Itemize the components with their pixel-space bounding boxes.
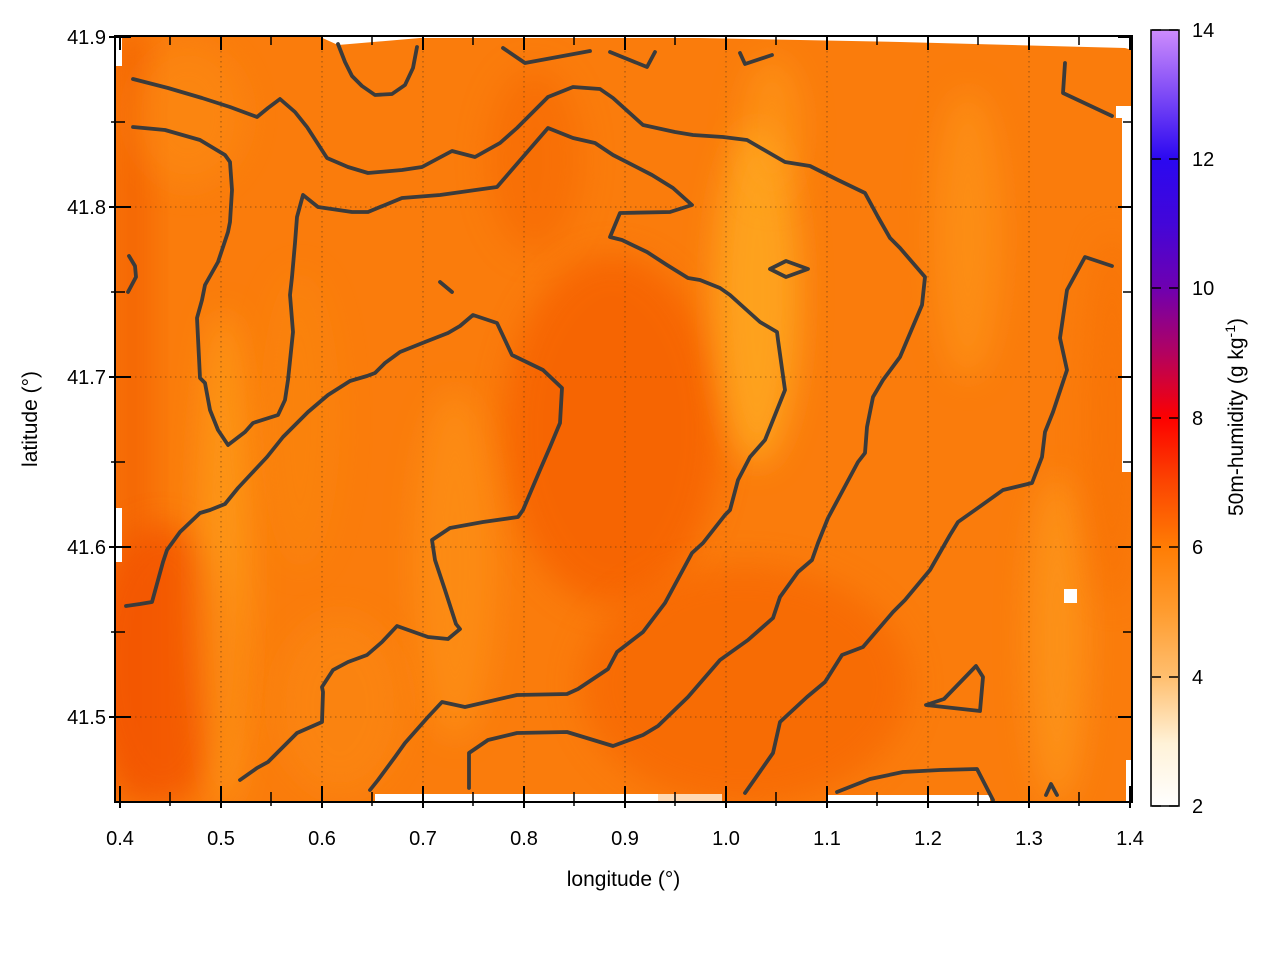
contour-line (835, 767, 995, 802)
field-shade-patch (504, 255, 720, 605)
contour-line (738, 51, 774, 66)
field-shade-patch (1086, 235, 1132, 605)
missing-data-gap (115, 508, 122, 562)
missing-data-gap (1126, 760, 1132, 802)
contour-lines (124, 42, 1114, 802)
x-axis-label: longitude (°) (566, 868, 681, 891)
field-shade-patch (1027, 475, 1087, 802)
contour-line (336, 42, 419, 97)
x-tick-label: 0.5 (207, 828, 235, 850)
x-tick-label: 0.6 (308, 828, 336, 850)
contour-line (438, 280, 454, 294)
x-tick-label: 0.9 (611, 828, 639, 850)
contour-line (743, 255, 1114, 795)
field-shade-patch (742, 56, 802, 200)
x-tick-label: 1.4 (1116, 828, 1144, 850)
x-tick-label: 1.2 (914, 828, 942, 850)
colorbar-label-main: 50m-humidity (g kg (1225, 337, 1248, 517)
field-shade-patch (413, 390, 497, 740)
contour-line (1061, 61, 1114, 118)
field-shade-patch (934, 90, 1002, 380)
contour-line (126, 254, 138, 294)
y-tick-label: 41.7 (67, 367, 106, 389)
contour-line (131, 77, 927, 790)
x-tick-label: 1.1 (813, 828, 841, 850)
colorbar-tick-label: 10 (1192, 278, 1214, 300)
contour-line (924, 664, 985, 713)
y-tick-label: 41.9 (67, 27, 106, 49)
missing-data-gap (1064, 589, 1077, 603)
y-axis-label: latitude (°) (19, 371, 42, 467)
y-tick-label: 41.6 (67, 537, 106, 559)
contour-line (501, 46, 592, 65)
x-tick-label: 1.3 (1015, 828, 1043, 850)
x-tick-label: 1.0 (712, 828, 740, 850)
colorbar-tick-label: 14 (1192, 20, 1214, 42)
x-tick-label: 0.4 (106, 828, 134, 850)
y-tick-label: 41.5 (67, 707, 106, 729)
y-tick-label: 41.8 (67, 197, 106, 219)
colorbar-tick-label: 6 (1192, 537, 1203, 559)
field-shade-patch (714, 125, 800, 465)
colorbar-tick-label: 8 (1192, 408, 1203, 430)
contour-line (768, 259, 810, 279)
colorbar-label-close: ) (1225, 317, 1248, 325)
contour-line (124, 313, 564, 782)
colorbar: 2 4 6 8 10 12 14 (1150, 20, 1214, 818)
field-shade-patch (275, 615, 405, 795)
colorbar-label-superscript: -1 (1222, 324, 1238, 338)
field-shade-patch (489, 68, 581, 252)
x-tick-label: 0.7 (409, 828, 437, 850)
contour-line (131, 125, 787, 792)
field-shade-patch (580, 565, 910, 802)
missing-data-gap (375, 794, 660, 802)
axis-ticks: 0.4 0.5 0.6 0.7 0.8 0.9 1.0 1.1 1.2 1.3 1.4 41.9 41.… (67, 27, 1144, 850)
colorbar-tick-label: 12 (1192, 149, 1214, 171)
humidity-field (115, 36, 1132, 802)
contour-line (608, 50, 657, 69)
missing-data-gap (658, 794, 722, 802)
plot-border (114, 35, 1133, 803)
missing-data-gap (828, 795, 990, 802)
x-tick-label: 0.8 (510, 828, 538, 850)
contour-line (1044, 782, 1059, 797)
colorbar-axis-label: 50m-humidity (g kg-1) (1222, 317, 1249, 517)
field-shade-patch (196, 310, 252, 802)
colorbar-tick-label: 2 (1192, 796, 1203, 818)
colorbar-tick-label: 4 (1192, 667, 1203, 689)
